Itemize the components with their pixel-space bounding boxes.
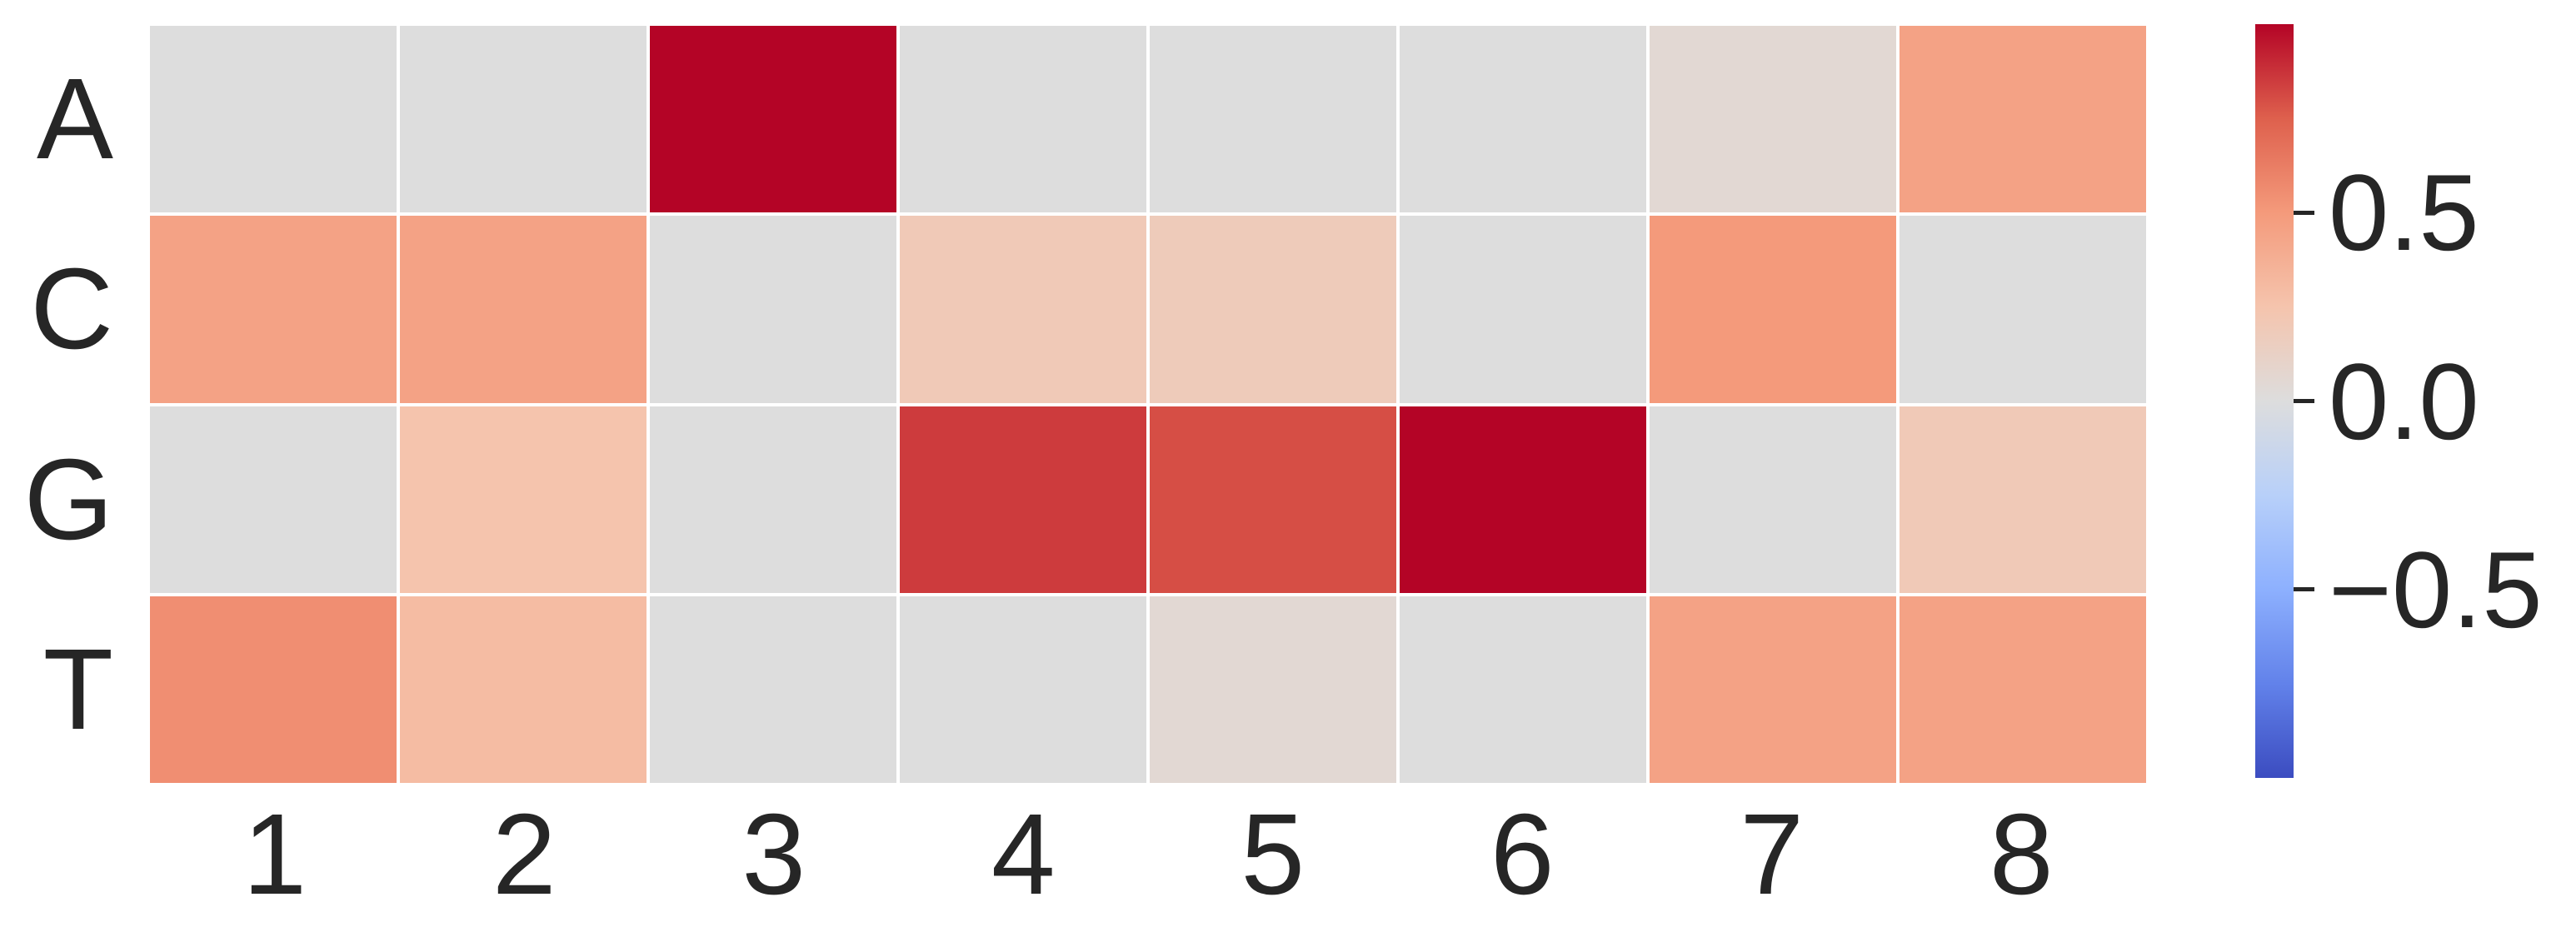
x-tick-label: 7 (1740, 790, 1805, 919)
colorbar-tick-label: 0.0 (2329, 340, 2479, 462)
heatmap-cell (1650, 406, 1896, 593)
y-tick-label: G (23, 435, 113, 564)
heatmap-cell (1900, 406, 2146, 593)
heatmap-cell (1900, 216, 2146, 403)
y-tick-label: A (36, 55, 113, 184)
colorbar-gradient (2255, 24, 2294, 778)
heatmap-cell (400, 216, 646, 403)
heatmap-cell (900, 216, 1146, 403)
heatmap-grid (150, 26, 2146, 783)
heatmap-cell (1150, 596, 1396, 783)
heatmap-cell (650, 216, 896, 403)
heatmap-cell (1650, 596, 1896, 783)
heatmap-cell (650, 26, 896, 213)
heatmap-cell (1400, 26, 1646, 213)
heatmap-cell (900, 596, 1146, 783)
heatmap-cell (900, 26, 1146, 213)
heatmap-cell (900, 406, 1146, 593)
heatmap-cell (1150, 26, 1396, 213)
x-tick-label: 4 (991, 790, 1056, 919)
colorbar-tick (2294, 587, 2314, 592)
x-tick-label: 8 (1989, 790, 2054, 919)
heatmap-cell (1900, 26, 2146, 213)
colorbar-tick-label: −0.5 (2329, 528, 2543, 650)
heatmap-cell (1400, 216, 1646, 403)
x-tick-label: 5 (1241, 790, 1305, 919)
heatmap-cell (400, 26, 646, 213)
heatmap-cell (1150, 216, 1396, 403)
heatmap-cell (1650, 216, 1896, 403)
colorbar-tick-label: 0.5 (2329, 152, 2479, 274)
heatmap-cell (1150, 406, 1396, 593)
heatmap-cell (650, 406, 896, 593)
x-tick-label: 3 (741, 790, 806, 919)
heatmap-cell (150, 26, 397, 213)
colorbar-tick (2294, 399, 2314, 403)
y-tick-label: T (42, 625, 113, 754)
heatmap-cell (400, 406, 646, 593)
x-axis-labels: 1 2 3 4 5 6 7 8 (150, 790, 2146, 920)
heatmap-cell (150, 596, 397, 783)
heatmap-cell (150, 216, 397, 403)
heatmap-cell (1400, 406, 1646, 593)
heatmap-cell (650, 596, 896, 783)
x-tick-label: 1 (242, 790, 307, 919)
y-tick-label: C (30, 245, 113, 374)
x-tick-label: 6 (1490, 790, 1555, 919)
heatmap-cell (1650, 26, 1896, 213)
colorbar-tick (2294, 210, 2314, 215)
x-tick-label: 2 (492, 790, 557, 919)
heatmap-cell (1900, 596, 2146, 783)
heatmap-cell (1400, 596, 1646, 783)
heatmap-cell (400, 596, 646, 783)
heatmap-cell (150, 406, 397, 593)
